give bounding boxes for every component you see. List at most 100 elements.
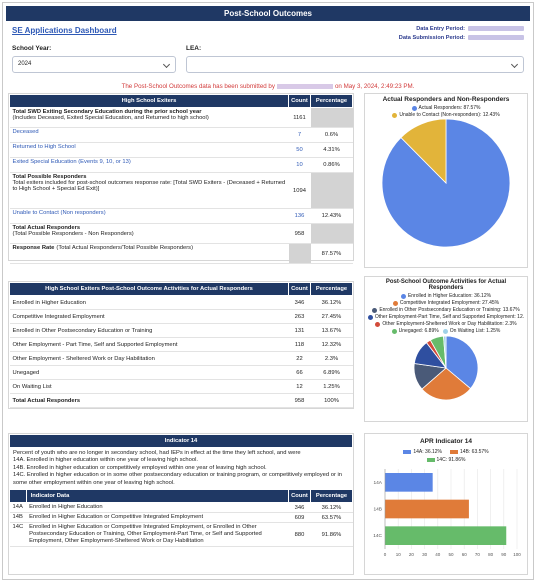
row-title: Total Possible Responders [12, 174, 87, 180]
legend-item[interactable]: Other Employment-Part Time, Self and Sup… [367, 314, 524, 320]
legend-swatch [426, 458, 435, 462]
percentage-cell: 100% [310, 393, 353, 408]
row-title[interactable]: Deceased [12, 129, 39, 135]
percentage-header: Percentage [310, 282, 353, 296]
page-title: Post-School Outcomes [6, 6, 530, 21]
count-cell[interactable]: 10 [288, 157, 311, 173]
percentage-cell: 91.86% [310, 522, 353, 548]
count-header: Count [288, 282, 311, 296]
legend-item[interactable]: Competitive Integrated Employment: 27.45… [392, 300, 500, 306]
row-label-cell: Total SWD Exiting Secondary Education du… [9, 107, 289, 128]
chevron-down-icon [162, 60, 171, 69]
legend-item[interactable]: Other Employment-Sheltered Work or Day H… [375, 321, 517, 327]
count-cell[interactable]: 136 [288, 208, 311, 224]
data-entry-period-label: Data Entry Period: [416, 26, 465, 32]
legend-label: On Waiting List: 1.25% [449, 328, 501, 334]
legend-item[interactable]: On Waiting List: 1.25% [442, 328, 501, 334]
percentage-cell: 6.89% [310, 365, 353, 380]
activity-label: Enrolled in Other Postsecondary Educatio… [9, 323, 289, 338]
count-cell: 131 [288, 323, 311, 338]
row-title[interactable]: Exited Special Education (Events 9, 10, … [12, 159, 131, 165]
row-title: Total SWD Exiting Secondary Education du… [12, 109, 202, 115]
dashboard-link[interactable]: SE Applications Dashboard [12, 26, 117, 35]
table-row: Competitive Integrated Employment 263 27.4… [9, 309, 353, 324]
redacted-value [468, 26, 524, 32]
legend-swatch [411, 105, 417, 111]
percentage-cell [310, 107, 353, 128]
legend-label: Unegaged: 6.89% [398, 328, 439, 334]
bar[interactable] [385, 526, 507, 545]
pie-slice[interactable] [443, 335, 447, 369]
row-title: Response Rate [12, 245, 55, 251]
row-subtitle: (Total Possible Responders - Non Respond… [12, 231, 134, 237]
school-year-label: School Year: [12, 45, 52, 52]
count-cell: 880 [288, 522, 311, 548]
table-row: Total Actual Responders (Total Possible R… [9, 223, 353, 244]
row-title[interactable]: Unable to Contact (Non responders) [12, 210, 106, 216]
lea-select[interactable] [186, 56, 524, 73]
legend-label: Competitive Integrated Employment: 27.45… [399, 300, 500, 306]
pie-slice[interactable] [445, 335, 479, 390]
indicator-code: 14C [9, 522, 27, 548]
count-cell: 1161 [288, 107, 311, 128]
chevron-down-icon [510, 60, 519, 69]
legend-label: Enrolled in Other Postsecondary Educatio… [379, 307, 520, 313]
percentage-cell: 1.25% [310, 379, 353, 394]
legend-swatch [450, 450, 458, 454]
y-tick-label: 14B [373, 507, 382, 513]
percentage-cell [310, 223, 353, 244]
count-cell[interactable]: 7 [288, 127, 311, 143]
percentage-cell: 63.57% [310, 512, 353, 524]
percentage-header: Percentage [310, 94, 353, 108]
legend-item[interactable]: Enrolled in Higher Education: 36.12% [400, 293, 491, 299]
legend-swatch [403, 450, 412, 454]
percentage-cell: 13.67% [310, 323, 353, 338]
count-cell: 958 [288, 393, 311, 408]
percentage-cell: 4.31% [310, 142, 353, 158]
activities-table: High School Exiters Post-School Outcome … [9, 282, 353, 408]
bar[interactable] [385, 499, 469, 519]
percentage-cell: 36.12% [310, 295, 353, 310]
activities-chart-panel: Post-School Outcome Activities for Actua… [364, 276, 528, 422]
legend-label: 14C: 91.86% [436, 457, 466, 463]
table-row: Other Employment - Part Time, Self and S… [9, 337, 353, 352]
legend-item[interactable]: Unable to Contact (Non-responders): 12.4… [392, 112, 500, 118]
pie-slice[interactable] [421, 367, 472, 401]
row-subtitle: (Includes Deceased, Exited Special Educa… [12, 115, 209, 121]
pie-slice[interactable] [400, 118, 447, 184]
apr-chart-panel: APR Indicator 14 14A: 36.12% 14B: 63.57% 1… [364, 433, 528, 575]
count-cell: 66 [288, 365, 311, 380]
legend-item[interactable]: 14C: 91.86% [426, 457, 466, 463]
indicator-desc-line: 14C. Enrolled in higher education or in … [13, 472, 342, 486]
x-tick-label: 40 [435, 552, 441, 557]
indicator-code: 14B [9, 512, 27, 524]
activity-label: Enrolled in Higher Education [9, 295, 289, 310]
legend-swatch [392, 112, 398, 118]
count-cell: 609 [288, 512, 311, 524]
activity-label: On Waiting List [9, 379, 289, 394]
data-submission-period: Data Submission Period: [399, 35, 524, 41]
table-row: 14C Enrolled in Higher Education or Compe… [9, 522, 353, 548]
legend-item[interactable]: 14A: 36.12% [403, 449, 442, 455]
legend-item[interactable]: Enrolled in Other Postsecondary Educatio… [372, 307, 520, 313]
x-tick-label: 20 [409, 552, 415, 557]
row-title[interactable]: Returned to High School [12, 144, 76, 150]
legend-item[interactable]: 14B: 63.57% [450, 449, 489, 455]
legend-label: 14B: 63.57% [460, 449, 489, 455]
legend-swatch [442, 328, 448, 334]
school-year-select[interactable]: 2024 [12, 56, 176, 73]
bar[interactable] [385, 473, 433, 492]
table-row: Unable to Contact (Non responders) 136 12.… [9, 208, 353, 224]
y-tick-label: 14C [373, 533, 382, 539]
data-submission-period-label: Data Submission Period: [398, 35, 465, 41]
legend-item[interactable]: Actual Responders: 87.57% [411, 105, 480, 111]
legend-item[interactable]: Unegaged: 6.89% [391, 328, 439, 334]
legend-label: Other Employment-Sheltered Work or Day H… [382, 321, 517, 327]
legend-label: Unable to Contact (Non-responders): 12.4… [399, 112, 500, 118]
x-tick-label: 100 [513, 552, 521, 557]
count-header: Count [288, 94, 311, 108]
table-row: Deceased 7 0.6% [9, 127, 353, 143]
table-row: 14B Enrolled in Higher Education or Compe… [9, 512, 353, 524]
indicator-desc-line: Percent of youth who are no longer in se… [13, 450, 301, 456]
count-cell[interactable]: 50 [288, 142, 311, 158]
